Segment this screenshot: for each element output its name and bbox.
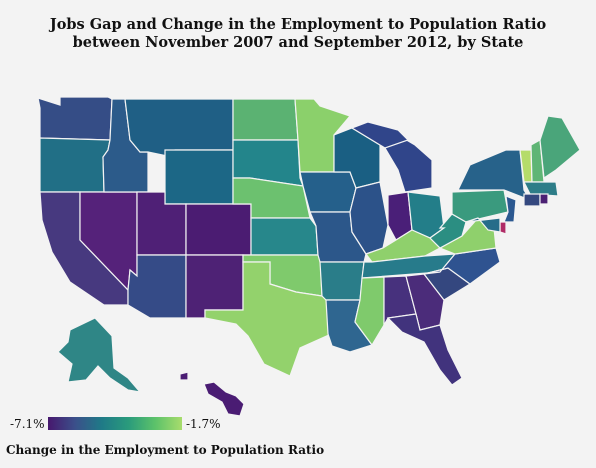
state-texas[interactable]: [204, 261, 332, 377]
state-colorado[interactable]: [185, 203, 252, 256]
legend-caption: Change in the Employment to Population R…: [6, 443, 325, 457]
state-iowa[interactable]: [299, 171, 357, 213]
map-title: Jobs Gap and Change in the Employment to…: [0, 16, 596, 52]
state-michigan-upper[interactable]: [350, 121, 410, 149]
state-pennsylvania[interactable]: [451, 189, 509, 223]
state-connecticut[interactable]: [523, 193, 541, 207]
state-new-mexico[interactable]: [185, 254, 244, 319]
state-oregon[interactable]: [39, 137, 111, 193]
state-alaska[interactable]: [57, 317, 142, 393]
state-maryland[interactable]: [465, 217, 501, 233]
state-new-jersey[interactable]: [503, 195, 517, 223]
state-wyoming[interactable]: [164, 149, 234, 205]
state-hawaii[interactable]: [179, 371, 189, 381]
state-hawaii-east[interactable]: [203, 381, 245, 417]
state-florida[interactable]: [386, 313, 463, 386]
state-massachusetts[interactable]: [523, 181, 559, 197]
state-north-dakota[interactable]: [232, 98, 299, 141]
title-line-1: Jobs Gap and Change in the Employment to…: [49, 16, 547, 33]
state-delaware[interactable]: [499, 221, 507, 235]
legend-color-bar: [48, 417, 182, 430]
state-arizona[interactable]: [127, 254, 187, 319]
title-line-2: between November 2007 and September 2012…: [72, 34, 524, 51]
legend-min-label: -7.1%: [10, 417, 45, 431]
state-kansas[interactable]: [250, 217, 319, 256]
state-montana[interactable]: [124, 98, 234, 158]
legend-max-label: -1.7%: [186, 417, 221, 431]
state-washington[interactable]: [37, 96, 113, 141]
state-rhode-island[interactable]: [539, 193, 549, 205]
state-arkansas[interactable]: [319, 261, 365, 301]
state-maine[interactable]: [539, 115, 581, 180]
